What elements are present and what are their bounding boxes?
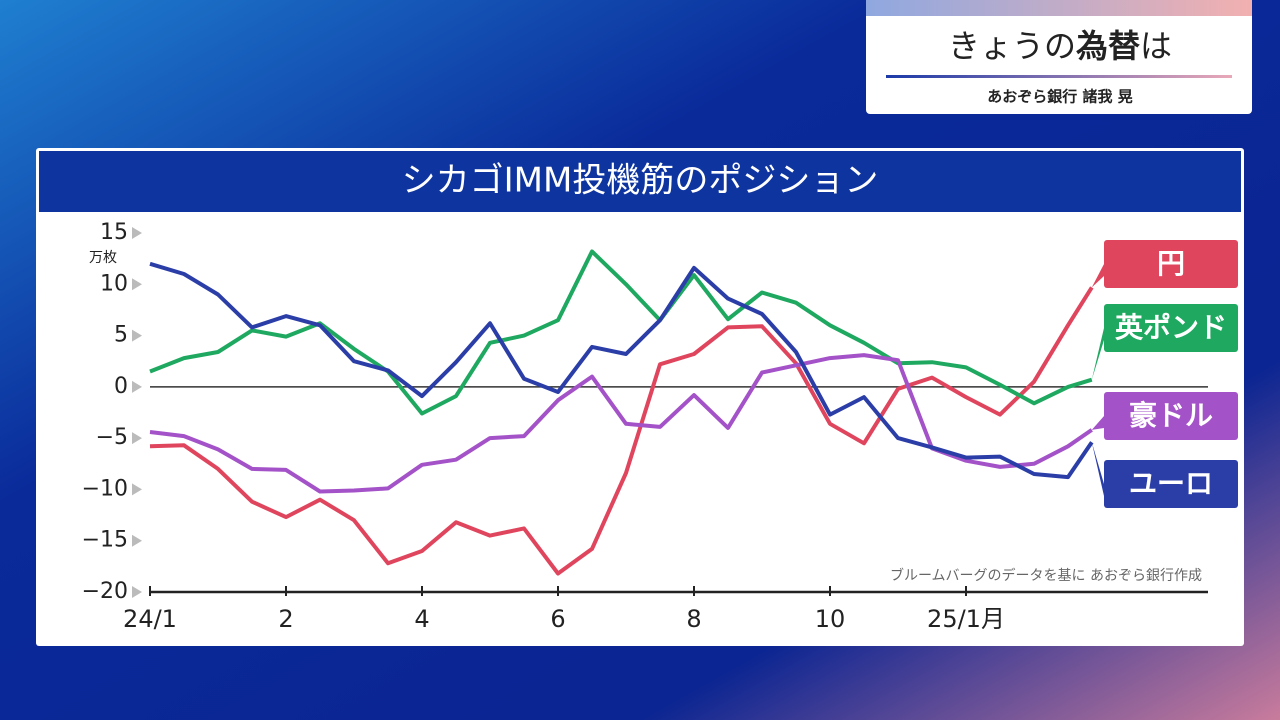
title-part: きょうの xyxy=(948,27,1076,65)
y-tick-label: 10 xyxy=(100,271,128,296)
y-tick-label: 15 xyxy=(100,220,128,245)
x-tick-label: 8 xyxy=(686,605,701,633)
legend-label: 豪ドル xyxy=(1129,399,1213,432)
y-tick-label: −5 xyxy=(96,425,128,450)
x-tick-label: 24/1 xyxy=(123,605,177,633)
y-tick-mark xyxy=(132,534,142,547)
legend-box xyxy=(1104,460,1238,508)
x-tick-label: 6 xyxy=(550,605,565,633)
y-tick-mark xyxy=(132,380,142,393)
y-tick-label: 5 xyxy=(114,323,128,348)
legend-label: ユーロ xyxy=(1129,467,1213,500)
y-tick-mark xyxy=(132,586,142,598)
source-note: ブルームバーグのデータを基に あおぞら銀行作成 xyxy=(890,567,1202,584)
y-tick-mark xyxy=(132,227,142,239)
y-unit: 万枚 xyxy=(89,250,117,266)
y-tick-mark xyxy=(132,432,142,445)
y-tick-mark xyxy=(132,329,142,342)
header-subtitle: あおぞら銀行 諸我 晃 xyxy=(987,88,1132,106)
header-title: きょうの為替は xyxy=(948,27,1172,65)
series-line xyxy=(149,249,1093,416)
legend-pointer xyxy=(1091,328,1104,380)
y-tick-mark xyxy=(132,483,142,496)
y-tick-label: −10 xyxy=(82,476,128,501)
x-tick-label: 10 xyxy=(815,605,846,633)
header-strip xyxy=(866,0,1252,16)
y-tick-label: 0 xyxy=(114,374,128,399)
y-tick-label: −20 xyxy=(82,579,128,604)
legend-label: 英ポンド xyxy=(1115,311,1227,344)
x-tick-label: 4 xyxy=(414,605,429,633)
series-line xyxy=(149,261,1094,480)
series-line xyxy=(149,286,1094,576)
legend-box xyxy=(1104,240,1238,288)
header-panel xyxy=(866,0,1252,114)
y-tick-mark xyxy=(132,278,142,291)
chart-panel xyxy=(36,148,1244,646)
legend-box xyxy=(1104,392,1238,440)
y-tick-label: −15 xyxy=(82,528,128,553)
chart-title: シカゴIMM投機筋のポジション xyxy=(402,161,879,201)
legend-box xyxy=(1104,304,1238,352)
x-tick-label: 2 xyxy=(278,605,293,633)
legend-pointer xyxy=(1091,416,1104,430)
x-tick-label: 25/1月 xyxy=(927,605,1005,633)
chart-title-bar xyxy=(39,151,1241,212)
legend-label: 円 xyxy=(1157,247,1185,280)
legend-pointer xyxy=(1091,442,1104,496)
header-underline xyxy=(886,75,1232,78)
title-part: 為替 xyxy=(1076,27,1140,65)
legend-pointer xyxy=(1091,264,1104,288)
title-part: は xyxy=(1140,27,1172,65)
